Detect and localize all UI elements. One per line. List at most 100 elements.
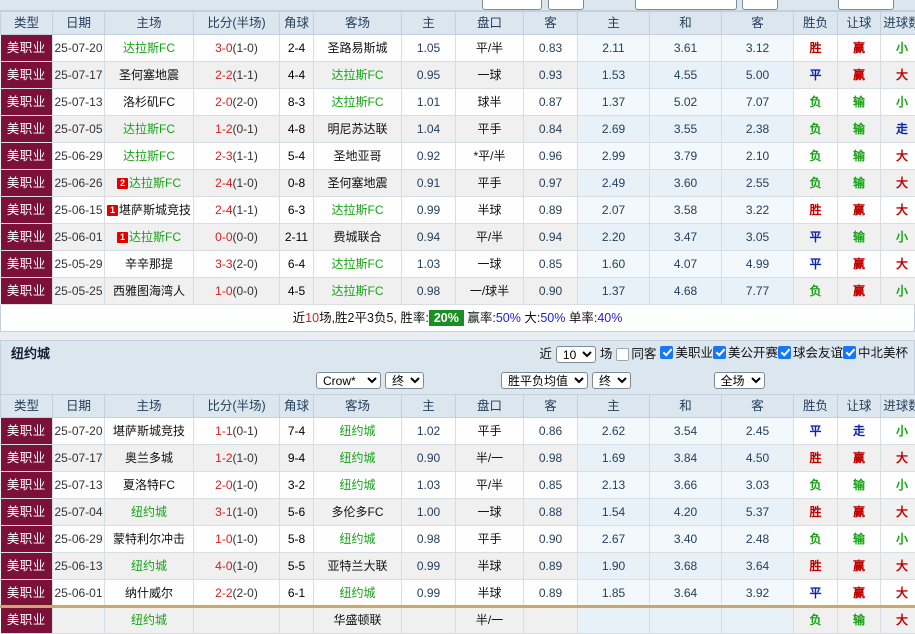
- cell-score[interactable]: 1-0(0-0): [194, 278, 280, 305]
- league-checkbox-1[interactable]: [713, 346, 726, 359]
- eu-phase-select[interactable]: 初终: [592, 372, 631, 389]
- section1-phase2-select-cutoff[interactable]: [742, 0, 778, 10]
- team-name[interactable]: 西雅图海湾人: [113, 284, 185, 298]
- team-name[interactable]: 纽约城: [131, 505, 167, 519]
- team-name[interactable]: 夏洛特FC: [123, 478, 175, 492]
- same-away-checkbox-wrap[interactable]: 同客: [616, 341, 656, 367]
- team-name[interactable]: 明尼苏达联: [327, 122, 387, 136]
- team-name[interactable]: 达拉斯FC: [129, 230, 181, 244]
- cell-home-team[interactable]: 达拉斯FC: [105, 116, 194, 143]
- cell-score[interactable]: 2-4(1-1): [194, 197, 280, 224]
- team-name[interactable]: 蒙特利尔冲击: [113, 532, 185, 546]
- team-name[interactable]: 奥兰多城: [125, 451, 173, 465]
- cell-score[interactable]: 0-0(0-0): [194, 224, 280, 251]
- cell-away-team[interactable]: 多伦多FC: [314, 499, 402, 526]
- team-name[interactable]: 华盛顿联: [333, 613, 381, 627]
- team-name[interactable]: 纽约城: [339, 532, 375, 546]
- cell-score[interactable]: 2-2(1-1): [194, 62, 280, 89]
- cell-score[interactable]: 3-1(1-0): [194, 499, 280, 526]
- cell-away-team[interactable]: 费城联合: [314, 224, 402, 251]
- cell-home-team[interactable]: 达拉斯FC: [105, 35, 194, 62]
- cell-score[interactable]: 2-4(1-0): [194, 170, 280, 197]
- team-name[interactable]: 纽约城: [339, 451, 375, 465]
- cell-away-team[interactable]: 圣地亚哥: [314, 143, 402, 170]
- cell-score[interactable]: 1-0(1-0): [194, 526, 280, 553]
- recent-matches-select[interactable]: 6102030: [556, 346, 596, 363]
- team-name[interactable]: 达拉斯FC: [123, 41, 175, 55]
- cell-home-team[interactable]: 纽约城: [105, 607, 194, 634]
- league-checkbox-wrap-0[interactable]: 美职业: [660, 340, 713, 366]
- team-name[interactable]: 达拉斯FC: [123, 122, 175, 136]
- team-name[interactable]: 费城联合: [333, 230, 381, 244]
- cell-score[interactable]: 1-2(0-1): [194, 116, 280, 143]
- team-name[interactable]: 纽约城: [131, 559, 167, 573]
- league-checkbox-3[interactable]: [843, 346, 856, 359]
- cell-away-team[interactable]: 达拉斯FC: [314, 89, 402, 116]
- team-name[interactable]: 达拉斯FC: [332, 95, 384, 109]
- section1-eu-select-cutoff[interactable]: [635, 0, 737, 10]
- same-away-checkbox[interactable]: [616, 348, 629, 361]
- cell-home-team[interactable]: 纳什威尔: [105, 580, 194, 607]
- section1-company-select-cutoff[interactable]: [482, 0, 542, 10]
- cell-score[interactable]: 1-2(1-0): [194, 445, 280, 472]
- cell-away-team[interactable]: 圣路易斯城: [314, 35, 402, 62]
- cell-home-team[interactable]: 纽约城: [105, 553, 194, 580]
- team-name[interactable]: 达拉斯FC: [332, 284, 384, 298]
- cell-away-team[interactable]: 纽约城: [314, 445, 402, 472]
- cell-score[interactable]: 2-2(2-0): [194, 580, 280, 607]
- team-name[interactable]: 洛杉矶FC: [123, 95, 175, 109]
- team-name[interactable]: 堪萨斯城竞技: [119, 203, 191, 217]
- league-checkbox-wrap-3[interactable]: 中北美杯: [843, 340, 908, 366]
- cell-home-team[interactable]: 洛杉矶FC: [105, 89, 194, 116]
- cell-score[interactable]: 1-1(0-1): [194, 418, 280, 445]
- league-checkbox-2[interactable]: [778, 346, 791, 359]
- team-name[interactable]: 纽约城: [339, 478, 375, 492]
- cell-home-team[interactable]: 堪萨斯城竞技: [105, 418, 194, 445]
- cell-away-team[interactable]: 达拉斯FC: [314, 62, 402, 89]
- team-name[interactable]: 圣路易斯城: [327, 41, 387, 55]
- team-name[interactable]: 达拉斯FC: [332, 203, 384, 217]
- section1-phase1-select-cutoff[interactable]: [548, 0, 584, 10]
- cell-away-team[interactable]: 纽约城: [314, 418, 402, 445]
- team-name[interactable]: 堪萨斯城竞技: [113, 424, 185, 438]
- cell-score[interactable]: [194, 607, 280, 634]
- league-checkbox-0[interactable]: [660, 346, 673, 359]
- cell-home-team[interactable]: 西雅图海湾人: [105, 278, 194, 305]
- table-row[interactable]: 美职业纽约城华盛顿联半/一负输大: [1, 607, 915, 634]
- cell-away-team[interactable]: 纽约城: [314, 580, 402, 607]
- cell-away-team[interactable]: 亚特兰大联: [314, 553, 402, 580]
- team-name[interactable]: 纽约城: [131, 613, 167, 627]
- cell-home-team[interactable]: 圣何塞地震: [105, 62, 194, 89]
- odds-company-select[interactable]: Crow*MacauBet365: [316, 372, 381, 389]
- league-checkbox-wrap-1[interactable]: 美公开赛: [713, 340, 778, 366]
- team-name[interactable]: 圣何塞地震: [327, 176, 387, 190]
- cell-score[interactable]: 4-0(1-0): [194, 553, 280, 580]
- cell-away-team[interactable]: 华盛顿联: [314, 607, 402, 634]
- team-name[interactable]: 达拉斯FC: [123, 149, 175, 163]
- team-name[interactable]: 圣地亚哥: [333, 149, 381, 163]
- team-name[interactable]: 圣何塞地震: [119, 68, 179, 82]
- cell-score[interactable]: 2-0(1-0): [194, 472, 280, 499]
- cell-away-team[interactable]: 纽约城: [314, 472, 402, 499]
- team-name[interactable]: 辛辛那提: [125, 257, 173, 271]
- cell-away-team[interactable]: 达拉斯FC: [314, 197, 402, 224]
- cell-home-team[interactable]: 辛辛那提: [105, 251, 194, 278]
- team-name[interactable]: 纳什威尔: [125, 586, 173, 600]
- section1-scope-select-cutoff[interactable]: [838, 0, 894, 10]
- cell-score[interactable]: 2-0(2-0): [194, 89, 280, 116]
